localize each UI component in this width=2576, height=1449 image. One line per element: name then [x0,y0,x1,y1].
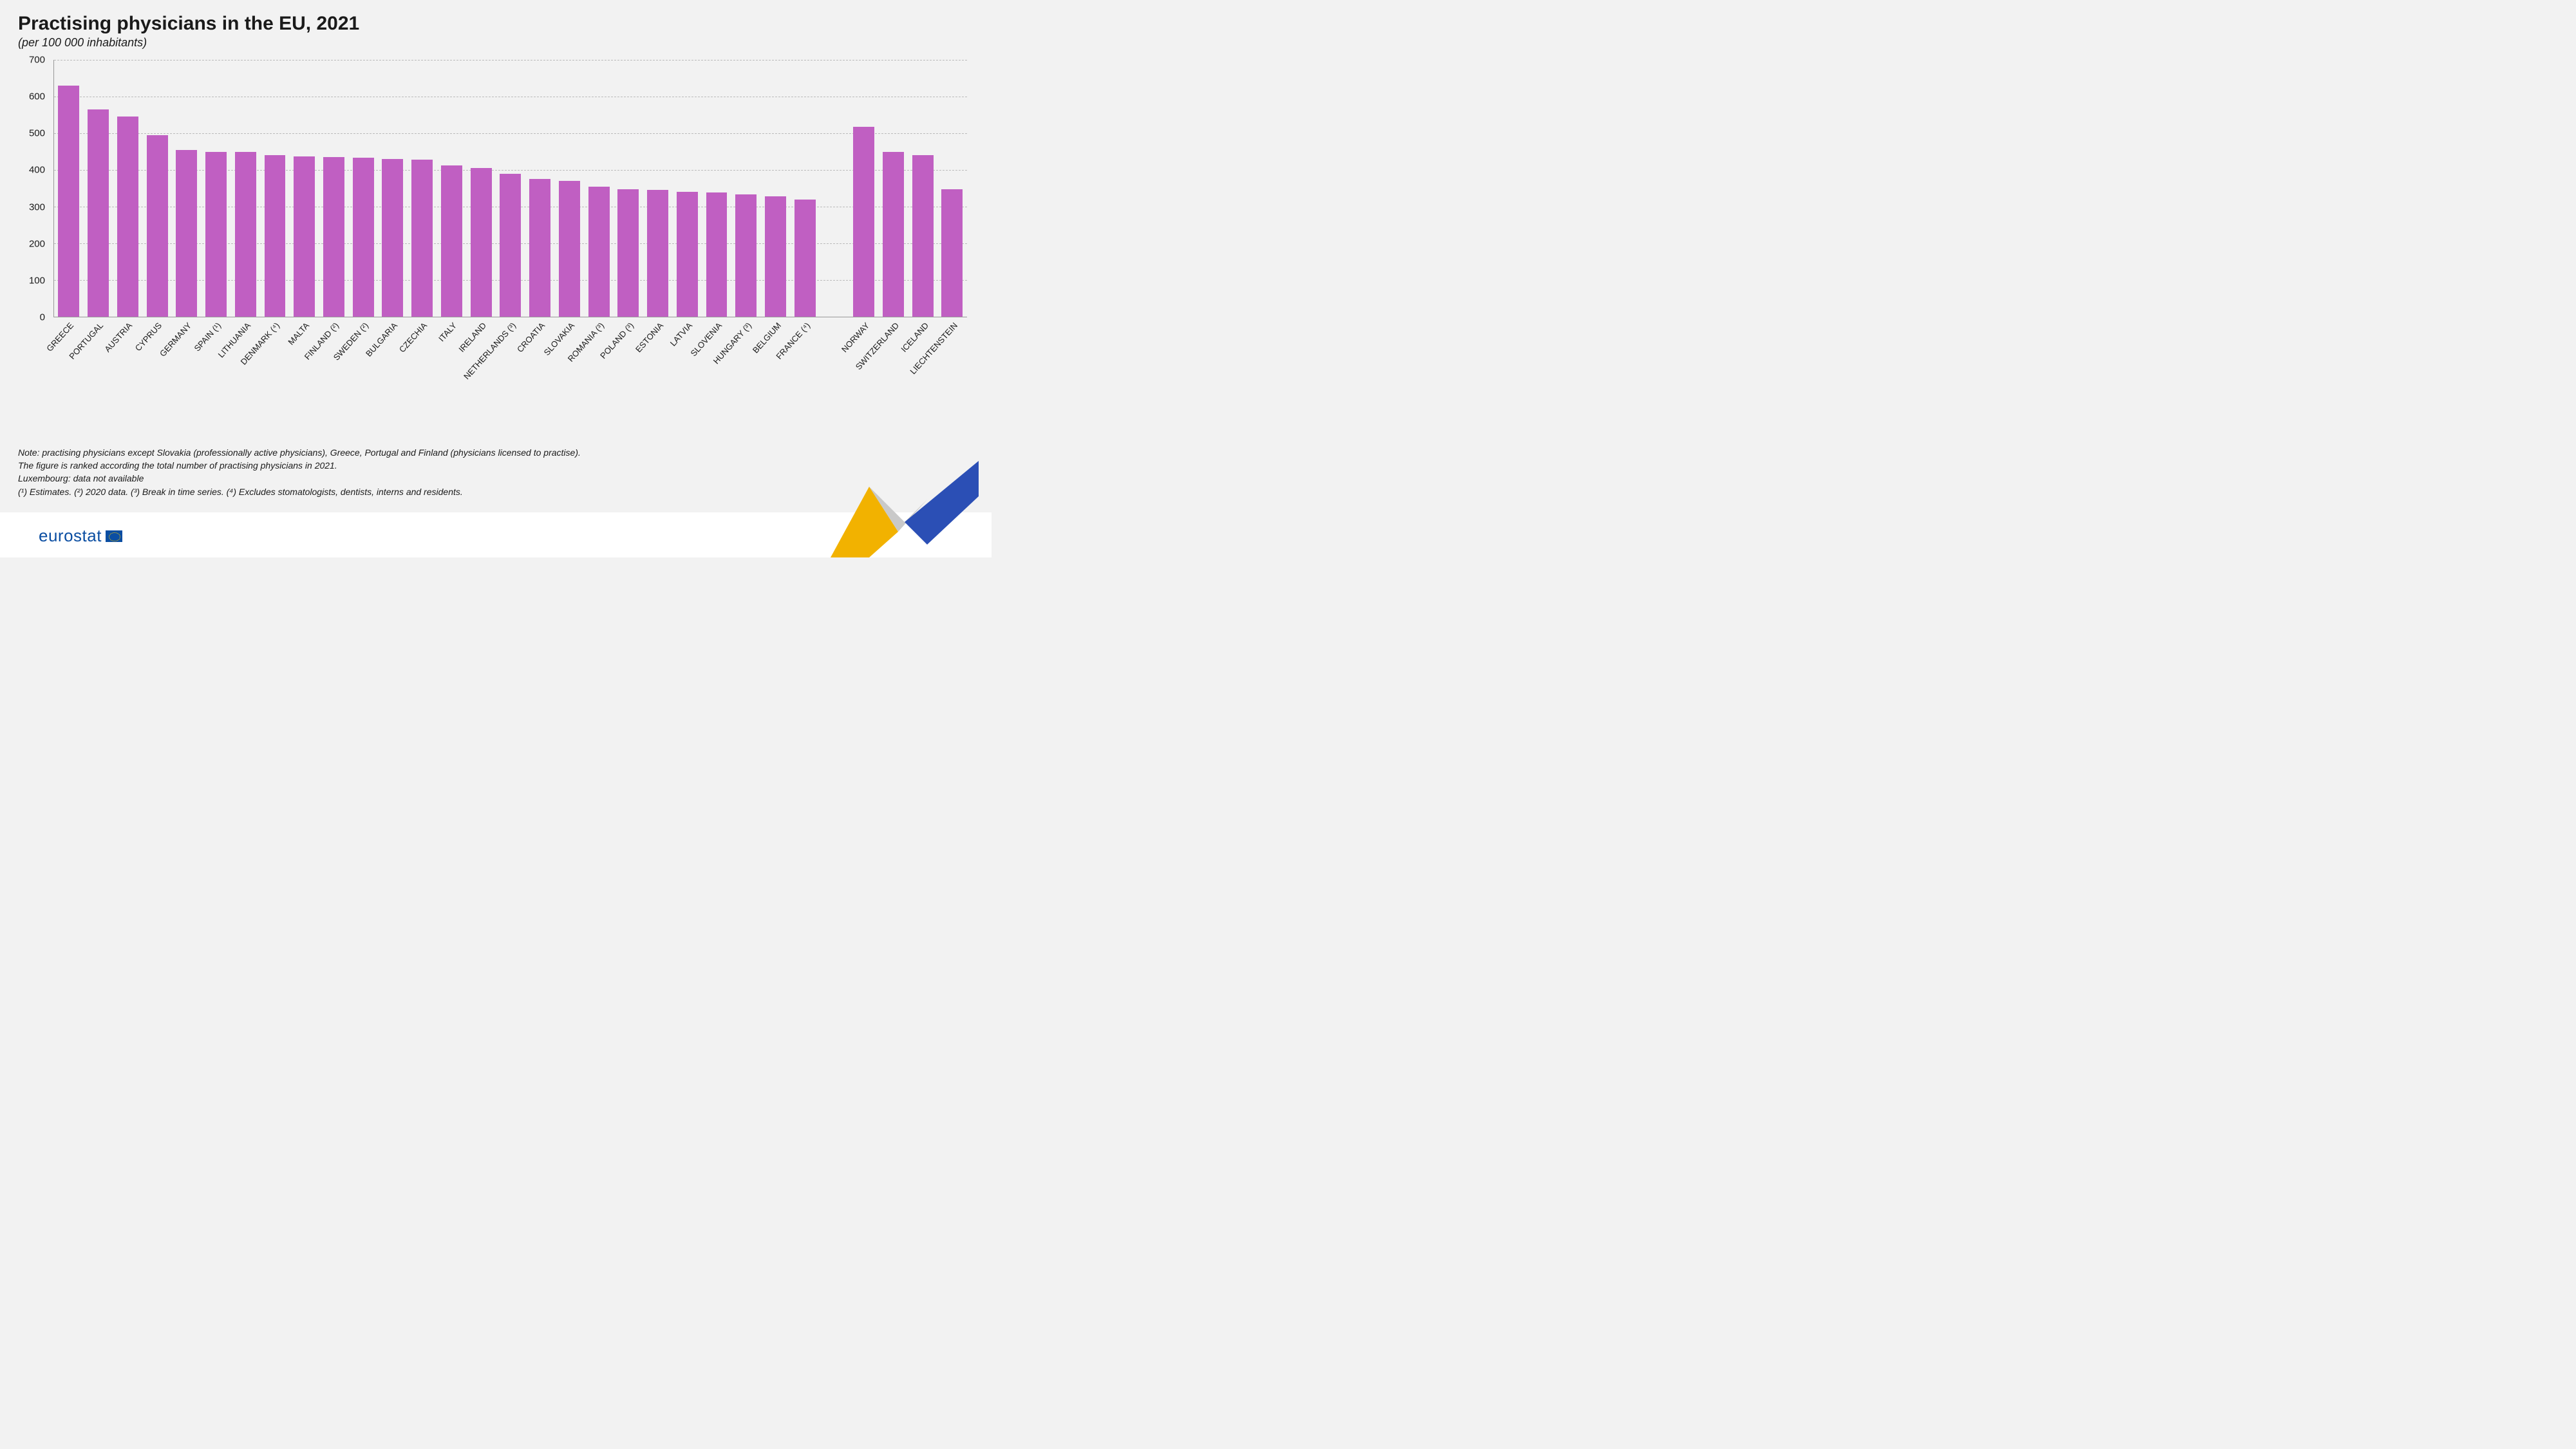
chevron-yellow [831,487,898,557]
bar [58,86,79,317]
bar [235,152,256,317]
bar [265,155,286,317]
eurostat-logo: eurostat [39,526,122,546]
bar-slot [113,60,142,317]
bar-slot [554,60,584,317]
bar [323,157,344,317]
x-axis-labels: GREECEPORTUGALAUSTRIACYPRUSGERMANYSPAIN … [53,321,967,382]
bar [941,189,963,317]
x-label-slot: DENMARK (⁴) [259,321,289,382]
y-tick-label: 400 [29,165,45,176]
y-tick-label: 0 [40,312,45,323]
bar [88,109,109,317]
bar [853,127,874,317]
bar-slot [496,60,525,317]
bar [735,194,757,317]
bar [588,187,610,317]
bar-gap [820,60,849,317]
bar [441,165,462,317]
bars-group [54,60,967,317]
note-line: The figure is ranked according the total… [18,459,581,472]
y-tick-label: 600 [29,91,45,102]
bar-slot [408,60,437,317]
bar [500,174,521,317]
bar [706,192,728,317]
bar [382,159,403,317]
bar-slot [908,60,937,317]
bar-slot [879,60,908,317]
bar [176,150,197,317]
bar-slot [761,60,791,317]
bar-slot [702,60,731,317]
bar [529,179,550,317]
bar [765,196,786,317]
bar [647,190,668,317]
bar-slot [84,60,113,317]
bar-slot [172,60,202,317]
y-tick-label: 200 [29,238,45,249]
bar-slot [142,60,172,317]
bar [205,152,227,317]
bar-slot [437,60,467,317]
chart-title: Practising physicians in the EU, 2021 [18,13,973,35]
bar [294,156,315,317]
chevron-blue [905,461,979,545]
bar [794,200,816,317]
note-line: (¹) Estimates. (²) 2020 data. (³) Break … [18,485,581,498]
x-label-slot: AUSTRIA [113,321,142,382]
bar-slot [290,60,319,317]
x-label-slot: ESTONIA [643,321,673,382]
bar-slot [643,60,673,317]
bar [117,117,138,317]
y-tick-label: 700 [29,55,45,66]
note-line: Luxembourg: data not available [18,472,581,485]
note-line: Note: practising physicians except Slova… [18,446,581,459]
bar [411,160,433,317]
x-label-slot: FRANCE (⁴) [791,321,820,382]
bar-slot [525,60,555,317]
bar-slot [672,60,702,317]
bar-slot [849,60,879,317]
eu-flag-icon [106,530,122,542]
bar [883,152,904,317]
bar-slot [584,60,614,317]
chevron-logo-icon [831,461,979,557]
y-tick-label: 100 [29,275,45,286]
bar [147,135,168,317]
y-tick-label: 300 [29,201,45,212]
bar-slot [202,60,231,317]
plot-area [53,60,967,317]
y-axis: 0100200300400500600700 [18,60,50,317]
bar-slot [466,60,496,317]
x-label-slot: CZECHIA [407,321,437,382]
bar [912,155,934,317]
bar-slot [230,60,260,317]
chart-area: 0100200300400500600700 GREECEPORTUGALAUS… [18,60,973,382]
bar-slot [614,60,643,317]
bar-slot [348,60,378,317]
chart-notes: Note: practising physicians except Slova… [18,446,581,498]
bar-slot [54,60,84,317]
bar [471,168,492,317]
bar-slot [790,60,820,317]
logo-text: eurostat [39,526,102,546]
x-label: MALTA [286,321,311,347]
bar-slot [731,60,761,317]
bar-slot [319,60,349,317]
bar [677,192,698,317]
bar [617,189,639,317]
x-label-slot: GERMANY [171,321,201,382]
y-tick-label: 500 [29,128,45,139]
bar [559,181,580,317]
chart-subtitle: (per 100 000 inhabitants) [18,36,973,50]
x-label: LATVIA [668,321,694,348]
x-label: ITALY [437,321,458,343]
bar-slot [378,60,408,317]
x-label: GREECE [44,321,75,353]
bar [353,158,374,317]
bar-slot [937,60,967,317]
x-label-slot: LIECHTENSTEIN [937,321,967,382]
bar-slot [260,60,290,317]
